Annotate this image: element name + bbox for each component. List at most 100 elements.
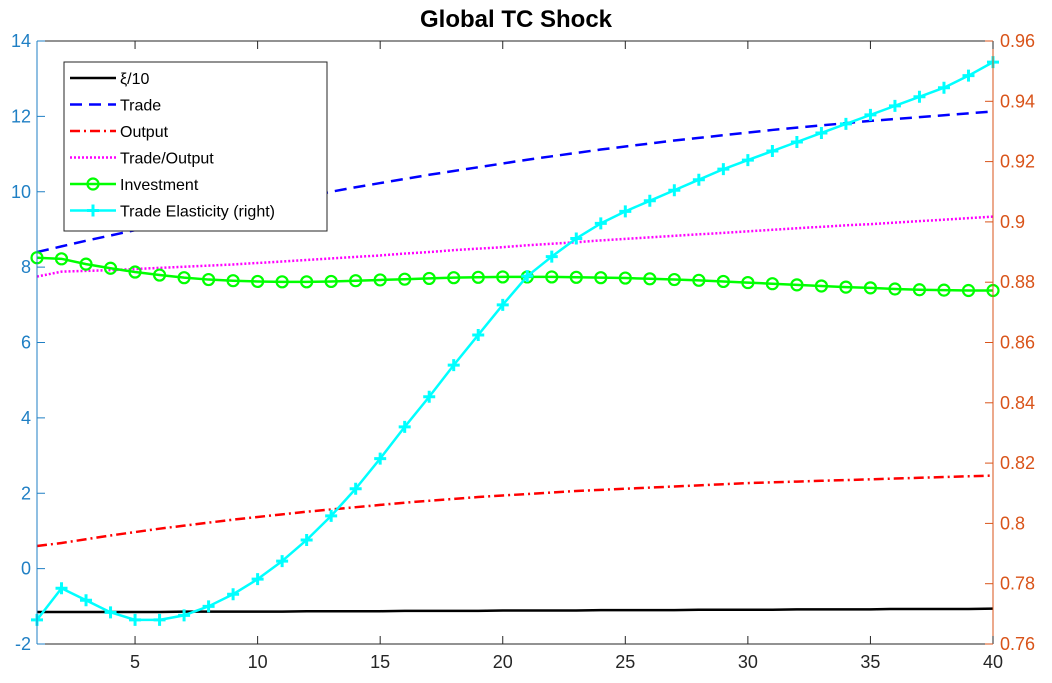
right-tick-label: 0.92 — [1000, 152, 1035, 172]
x-tick-label: 35 — [860, 652, 880, 672]
data-point — [594, 271, 608, 285]
data-point — [349, 482, 362, 495]
left-tick-label: 8 — [21, 257, 31, 277]
data-point — [815, 126, 828, 139]
right-tick-label: 0.9 — [1000, 212, 1025, 232]
data-point — [398, 420, 411, 433]
data-point — [226, 274, 240, 288]
left-tick-label: 12 — [11, 106, 31, 126]
legend-label: ξ/10 — [120, 71, 150, 88]
data-point — [373, 273, 387, 287]
data-point — [447, 359, 460, 372]
data-point — [765, 277, 779, 291]
data-point — [716, 274, 730, 289]
right-tick-label: 0.96 — [1000, 31, 1035, 51]
data-point — [888, 282, 902, 296]
data-point — [692, 273, 706, 287]
x-tick-label: 30 — [738, 652, 758, 672]
legend-label: Trade Elasticity (right) — [120, 204, 275, 221]
legend-label: Investment — [120, 177, 199, 194]
data-point — [398, 272, 412, 286]
legend-entry-4: Investment — [70, 177, 199, 194]
series-2 — [36, 474, 994, 548]
data-point — [324, 274, 338, 289]
right-tick-label: 0.82 — [1000, 453, 1035, 473]
data-point — [692, 173, 705, 186]
data-point — [79, 257, 93, 271]
data-point — [54, 252, 69, 266]
data-point — [300, 275, 314, 289]
data-point — [545, 270, 559, 284]
data-point — [912, 283, 927, 297]
right-tick-label: 0.76 — [1000, 634, 1035, 654]
data-point — [472, 328, 485, 341]
data-point — [374, 452, 387, 465]
data-point — [643, 194, 656, 207]
x-tick-label: 5 — [130, 652, 140, 672]
data-point — [643, 272, 657, 286]
x-tick-label: 25 — [615, 652, 635, 672]
data-point — [300, 533, 313, 546]
data-point — [471, 270, 485, 284]
data-point — [496, 270, 510, 284]
data-point — [667, 272, 681, 287]
right-tick-label: 0.78 — [1000, 574, 1035, 594]
legend-label: Trade/Output — [120, 151, 214, 168]
data-point — [275, 275, 289, 289]
data-point — [570, 232, 583, 245]
left-tick-label: 2 — [21, 483, 31, 503]
x-tick-label: 40 — [983, 652, 1003, 672]
data-point — [349, 274, 363, 288]
data-point — [790, 136, 803, 149]
x-tick-label: 20 — [493, 652, 513, 672]
data-point — [103, 261, 118, 275]
legend-entry-3: Trade/Output — [70, 151, 214, 168]
data-point — [618, 271, 632, 285]
data-point — [177, 271, 191, 285]
data-point — [814, 279, 829, 293]
right-tick-label: 0.88 — [1000, 272, 1035, 292]
legend-entry-5: Trade Elasticity (right) — [70, 204, 275, 221]
left-tick-label: 6 — [21, 333, 31, 353]
right-tick-label: 0.8 — [1000, 513, 1025, 533]
data-point — [962, 69, 975, 82]
series-line — [36, 61, 994, 622]
data-point — [178, 609, 191, 622]
data-point — [839, 280, 853, 294]
right-tick-label: 0.94 — [1000, 91, 1035, 111]
data-point — [251, 573, 264, 586]
data-point — [839, 117, 852, 130]
left-tick-label: 4 — [21, 408, 31, 428]
data-point — [251, 274, 265, 289]
data-point — [152, 268, 167, 282]
data-point — [128, 265, 142, 279]
data-point — [129, 613, 142, 626]
x-tick-label: 15 — [370, 652, 390, 672]
legend-entry-1: Trade — [70, 98, 161, 115]
data-point — [55, 582, 68, 595]
data-point — [201, 272, 216, 287]
legend-label: Output — [120, 124, 169, 141]
data-point — [790, 278, 804, 292]
series-layer — [30, 56, 1000, 626]
series-line — [36, 474, 994, 548]
data-point — [594, 217, 607, 230]
data-point — [864, 108, 877, 121]
legend-marker — [86, 177, 100, 191]
axes-layer: 5 10 15 20 25 30 35 40 -2 0 2 4 6 8 10 12 14 0.76 0.78 0.8 0… — [11, 31, 1035, 672]
legend-box — [63, 61, 328, 232]
data-point — [545, 250, 558, 263]
data-point — [913, 90, 926, 103]
data-point — [104, 606, 117, 619]
data-point — [422, 271, 436, 286]
data-point — [569, 270, 583, 284]
legend: ξ/10 Trade Output Trade/Output Investment Tra… — [63, 61, 328, 232]
data-point — [80, 594, 93, 607]
data-point — [717, 163, 730, 176]
data-point — [741, 275, 755, 290]
data-point — [496, 298, 509, 311]
chart-title: Global TC Shock — [420, 6, 613, 33]
data-point — [863, 281, 878, 295]
data-point — [153, 613, 166, 626]
